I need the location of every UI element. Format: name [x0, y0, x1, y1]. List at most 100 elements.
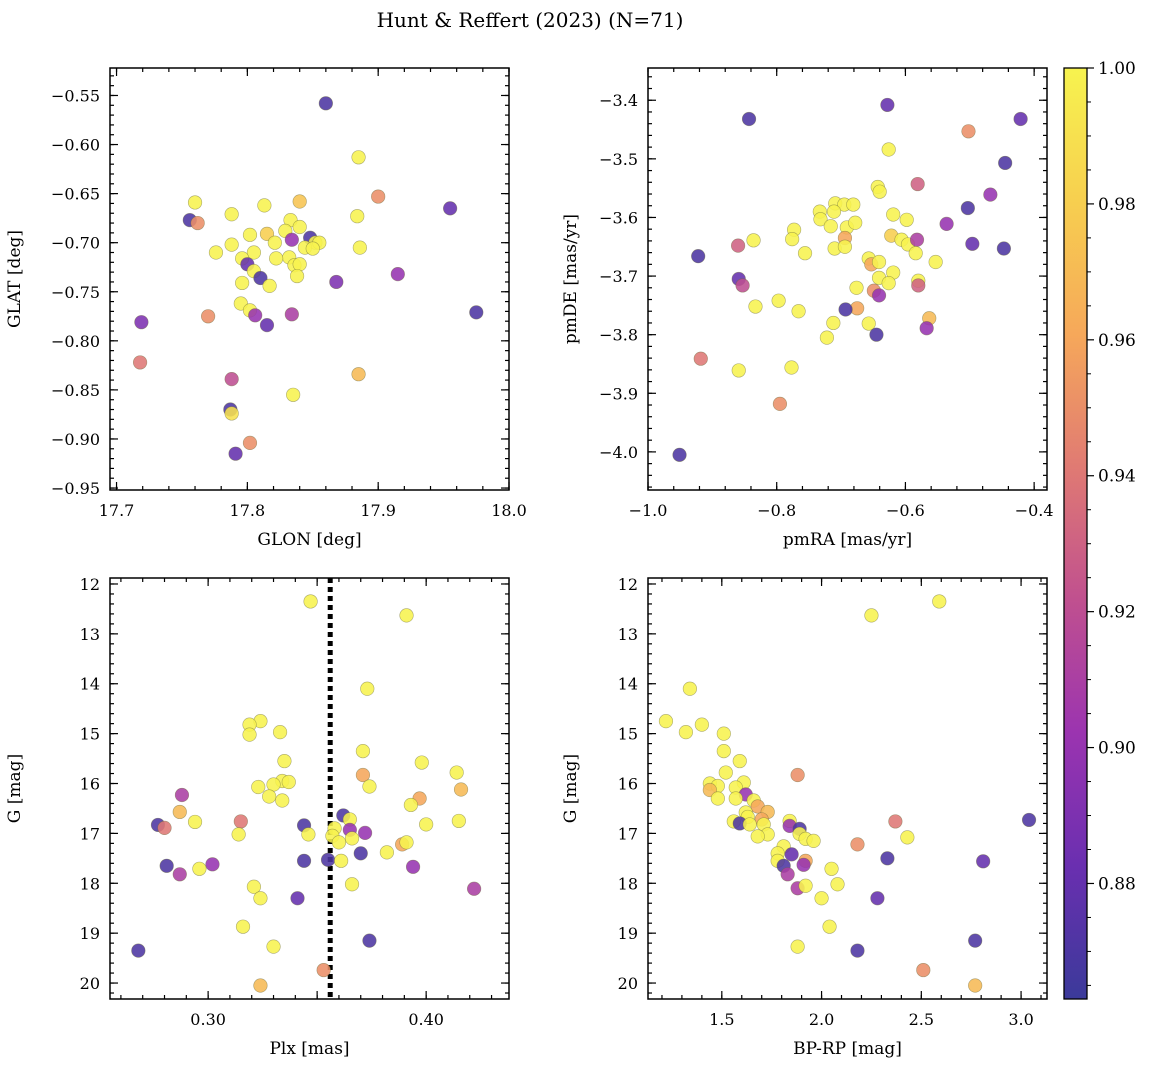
- data-point: [469, 305, 484, 320]
- y-tick-label: −0.90: [51, 430, 100, 449]
- data-point: [235, 919, 251, 934]
- data-point: [259, 318, 275, 333]
- colorbar-tick-label: 0.94: [1098, 467, 1136, 487]
- data-point: [399, 835, 414, 850]
- data-point: [419, 817, 434, 832]
- data-point: [362, 933, 377, 948]
- data-point: [253, 978, 268, 993]
- data-point: [266, 777, 281, 792]
- colorbar-gradient: [1063, 67, 1088, 1000]
- data-point: [750, 829, 765, 844]
- data-point: [134, 315, 149, 330]
- data-point: [451, 813, 466, 829]
- data-point: [246, 245, 262, 260]
- data-point: [1013, 111, 1028, 127]
- data-point: [869, 327, 884, 342]
- data-point: [353, 846, 368, 861]
- data-point: [355, 743, 371, 759]
- data-point: [246, 879, 262, 894]
- colorbar-tick-label: 1.00: [1098, 59, 1136, 79]
- data-point: [159, 858, 174, 873]
- data-point: [996, 241, 1011, 256]
- data-point: [253, 270, 268, 286]
- data-point: [983, 187, 998, 202]
- y-tick-label: −0.95: [51, 479, 100, 498]
- data-point: [718, 765, 733, 780]
- data-point: [334, 853, 349, 868]
- y-tick-label: 13: [618, 625, 638, 644]
- data-point: [224, 237, 239, 252]
- data-point: [909, 232, 925, 247]
- y-axis-label: GLAT [deg]: [5, 230, 25, 328]
- x-tick-label: −0.8: [757, 501, 796, 520]
- y-tick-label: −3.6: [599, 208, 638, 227]
- data-point: [960, 200, 975, 216]
- y-tick-label: 14: [618, 675, 638, 694]
- data-point: [871, 288, 887, 303]
- data-point: [716, 726, 731, 741]
- y-tick-label: −3.9: [599, 384, 638, 403]
- data-point: [823, 219, 838, 234]
- y-tick-label: −0.65: [51, 185, 100, 204]
- data-point: [344, 877, 360, 892]
- data-point: [192, 861, 207, 876]
- data-point: [731, 363, 746, 378]
- data-point: [771, 293, 786, 308]
- data-point: [658, 714, 674, 729]
- data-point: [932, 594, 947, 609]
- axes-frame: [647, 577, 1048, 1000]
- data-point: [790, 939, 805, 954]
- data-point: [880, 851, 895, 866]
- data-point: [819, 330, 835, 345]
- data-point: [172, 867, 187, 882]
- y-tick-label: 17: [618, 824, 638, 843]
- data-point: [710, 791, 725, 806]
- data-point: [331, 835, 347, 850]
- x-tick-label: −0.6: [886, 501, 925, 520]
- data-point: [716, 743, 731, 759]
- points: [132, 96, 484, 461]
- data-point: [277, 753, 292, 769]
- data-point: [910, 176, 925, 192]
- data-point: [351, 367, 366, 382]
- y-tick-label: −3.4: [599, 91, 638, 110]
- data-point: [284, 307, 299, 322]
- colorbar: 0.88 0.90 0.92 0.94 0.96 0.98 1.00: [1063, 59, 1136, 1000]
- data-point: [872, 184, 887, 199]
- data-point: [888, 814, 903, 829]
- data-point: [785, 232, 800, 247]
- data-point: [850, 943, 865, 958]
- data-point: [251, 779, 266, 795]
- data-point: [187, 814, 203, 830]
- y-tick-label: 19: [618, 924, 638, 943]
- data-point: [796, 857, 811, 872]
- data-point: [919, 321, 934, 336]
- data-point: [231, 827, 246, 842]
- data-point: [813, 212, 828, 227]
- data-point: [443, 201, 458, 216]
- data-point: [329, 274, 344, 290]
- y-tick-label: 19: [80, 924, 100, 943]
- data-point: [846, 197, 861, 212]
- y-tick-label: −3.5: [599, 150, 638, 169]
- x-axis-label: Plx [mas]: [269, 1039, 349, 1059]
- data-point: [730, 238, 746, 253]
- data-point: [286, 387, 301, 402]
- data-point: [390, 266, 405, 282]
- data-point: [672, 447, 687, 462]
- data-point: [187, 195, 203, 210]
- x-axis-label: GLON [deg]: [257, 530, 361, 550]
- data-point: [242, 227, 258, 242]
- data-point: [881, 276, 896, 291]
- y-tick-label: −0.70: [51, 234, 100, 253]
- colorbar-tick-label: 0.90: [1098, 739, 1136, 759]
- colorbar-tick-label: 0.88: [1098, 874, 1136, 894]
- x-tick-label: 17.9: [360, 501, 396, 520]
- y-tick-label: 16: [80, 775, 100, 794]
- data-point: [281, 774, 296, 790]
- y-tick-label: 17: [80, 824, 100, 843]
- y-tick-label: 13: [80, 625, 100, 644]
- data-point: [746, 233, 761, 248]
- data-point: [693, 351, 708, 366]
- data-point: [449, 765, 464, 780]
